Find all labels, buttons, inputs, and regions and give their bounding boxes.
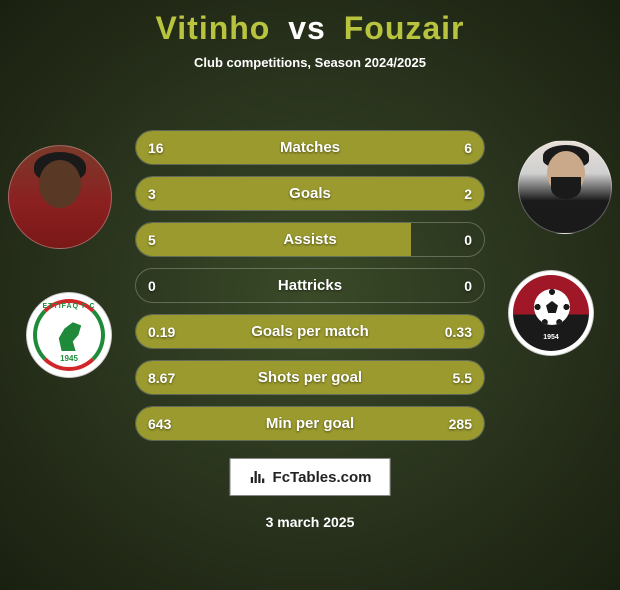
player2-name: Fouzair: [344, 10, 465, 46]
avatar-head: [39, 160, 81, 208]
club1-year: 1945: [27, 354, 111, 363]
stat-label: Shots per goal: [136, 361, 484, 394]
stat-value-left: 0.19: [136, 315, 187, 348]
stat-value-left: 0: [136, 269, 168, 302]
stat-value-right: 5.5: [441, 361, 484, 394]
stat-label: Hattricks: [136, 269, 484, 302]
stat-row: Hattricks0 0: [135, 268, 485, 303]
player1-name: Vitinho: [156, 10, 271, 46]
stat-label: Assists: [136, 223, 484, 256]
stat-value-right: 6: [452, 131, 484, 164]
date-label: 3 march 2025: [0, 514, 620, 530]
stat-value-right: 2: [452, 177, 484, 210]
comparison-title: Vitinho vs Fouzair: [0, 10, 620, 47]
stat-value-left: 16: [136, 131, 176, 164]
chart-icon: [249, 468, 267, 486]
stat-row: Shots per goal8.67 5.5: [135, 360, 485, 395]
stat-label: Min per goal: [136, 407, 484, 440]
stat-row: Goals3 2: [135, 176, 485, 211]
stat-row: Matches16 6: [135, 130, 485, 165]
site-name: FcTables.com: [273, 469, 372, 486]
stat-value-right: 0: [452, 223, 484, 256]
club1-name: ETTIFAQ F.C: [27, 303, 111, 310]
player2-avatar: [518, 140, 612, 234]
avatar-beard: [551, 177, 581, 199]
stat-row: Min per goal643 285: [135, 406, 485, 441]
stat-row: Goals per match0.190.33: [135, 314, 485, 349]
vs-label: vs: [288, 10, 326, 46]
stat-value-right: 0: [452, 269, 484, 302]
club1-logo: ETTIFAQ F.C 1945: [26, 292, 112, 378]
stats-container: Matches166Goals32Assists50Hattricks00Goa…: [135, 130, 485, 452]
site-badge[interactable]: FcTables.com: [230, 458, 391, 496]
stat-value-left: 5: [136, 223, 168, 256]
stat-label: Goals: [136, 177, 484, 210]
stat-value-left: 3: [136, 177, 168, 210]
stat-value-left: 8.67: [136, 361, 187, 394]
ball-icon: [534, 289, 570, 325]
stat-value-right: 0.33: [433, 315, 484, 348]
player1-avatar: [8, 145, 112, 249]
subtitle: Club competitions, Season 2024/2025: [0, 55, 620, 70]
stat-value-left: 643: [136, 407, 183, 440]
stat-row: Assists5 0: [135, 222, 485, 257]
stat-label: Matches: [136, 131, 484, 164]
club2-logo: 1954: [508, 270, 594, 356]
club2-year: 1954: [509, 334, 593, 341]
stat-value-right: 285: [437, 407, 484, 440]
